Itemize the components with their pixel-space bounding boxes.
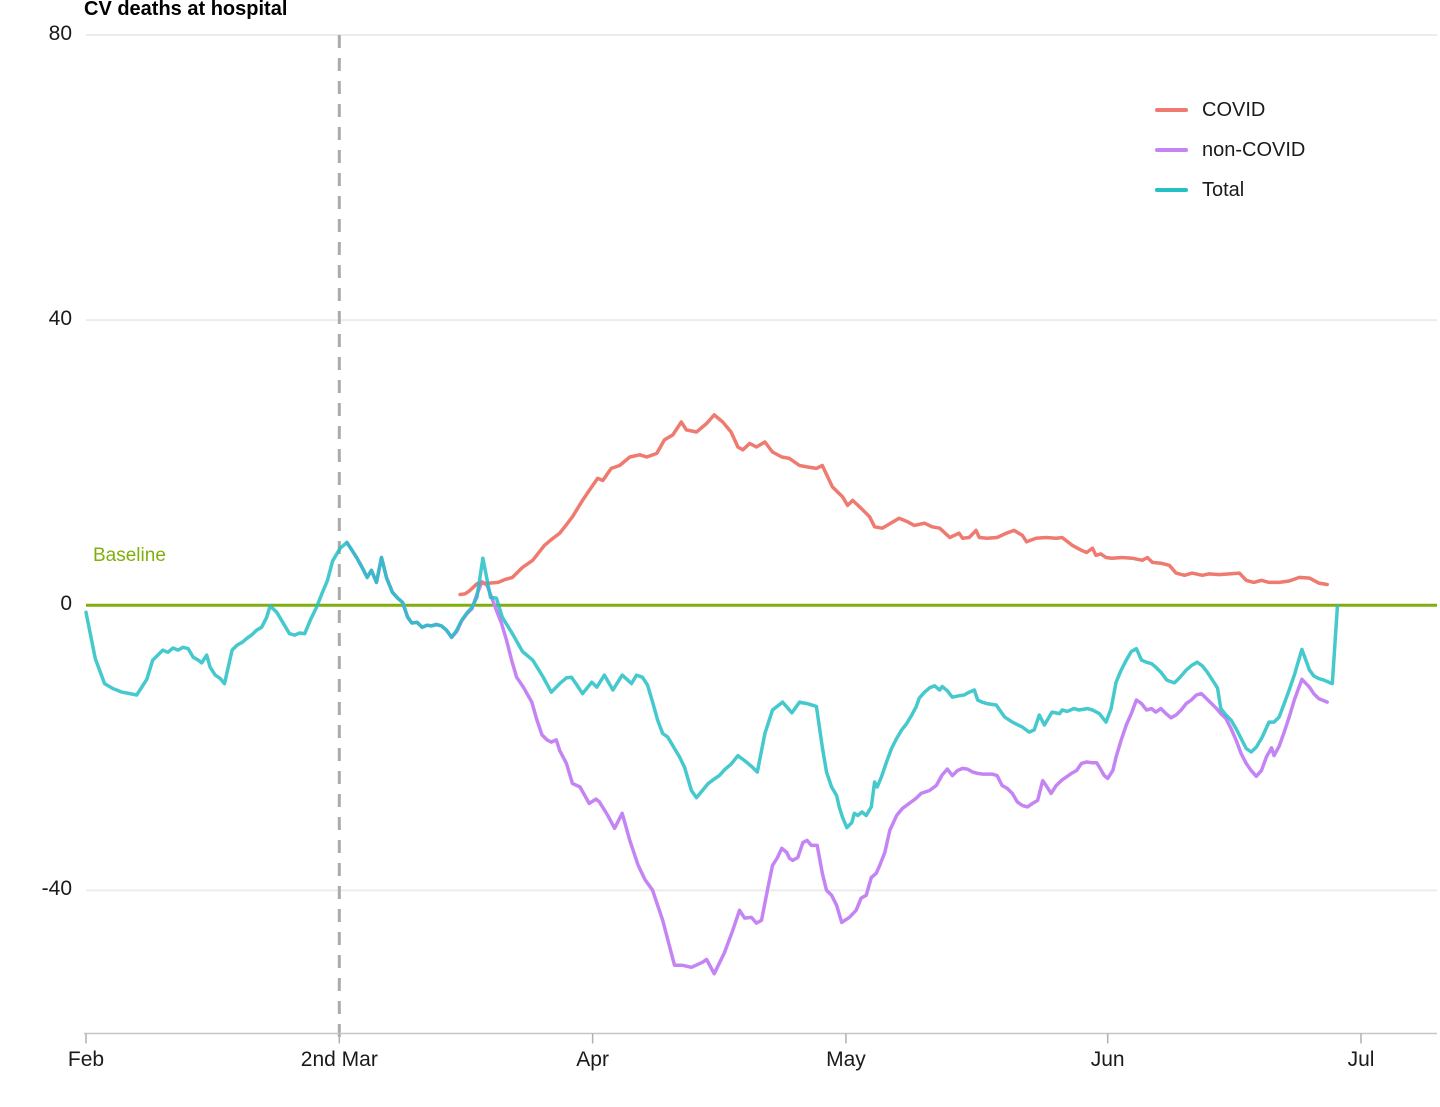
- legend-item-covid: COVID: [1155, 90, 1305, 130]
- legend-swatch: [1155, 148, 1188, 152]
- y-tick-label: -40: [41, 877, 72, 901]
- legend-label: Total: [1202, 178, 1245, 201]
- y-tick-label: 0: [60, 592, 72, 616]
- legend-label: non-COVID: [1202, 138, 1306, 161]
- series-line-non-covid: [345, 540, 1329, 976]
- x-tick-label: Jun: [1090, 1048, 1125, 1071]
- legend-item-non-covid: non-COVID: [1155, 130, 1305, 170]
- x-tick-label: Feb: [67, 1048, 105, 1071]
- legend-item-total: Total: [1155, 170, 1305, 210]
- page-title: CV deaths at hospital: [84, 0, 288, 20]
- series-line-covid: [458, 413, 1329, 597]
- baseline-annotation: Baseline: [93, 545, 166, 566]
- x-tick-label: Apr: [576, 1048, 609, 1071]
- legend-swatch: [1155, 188, 1188, 192]
- x-tick-label: 2nd Mar: [300, 1048, 378, 1071]
- x-tick-label: May: [826, 1048, 866, 1071]
- y-tick-label: 40: [48, 307, 72, 331]
- legend: COVID non-COVID Total: [1155, 90, 1305, 210]
- y-tick-label: 80: [48, 22, 72, 45]
- legend-swatch: [1155, 108, 1188, 112]
- x-tick-label: Jul: [1347, 1048, 1375, 1071]
- legend-label: COVID: [1202, 98, 1266, 121]
- series-line-total: [84, 540, 1340, 830]
